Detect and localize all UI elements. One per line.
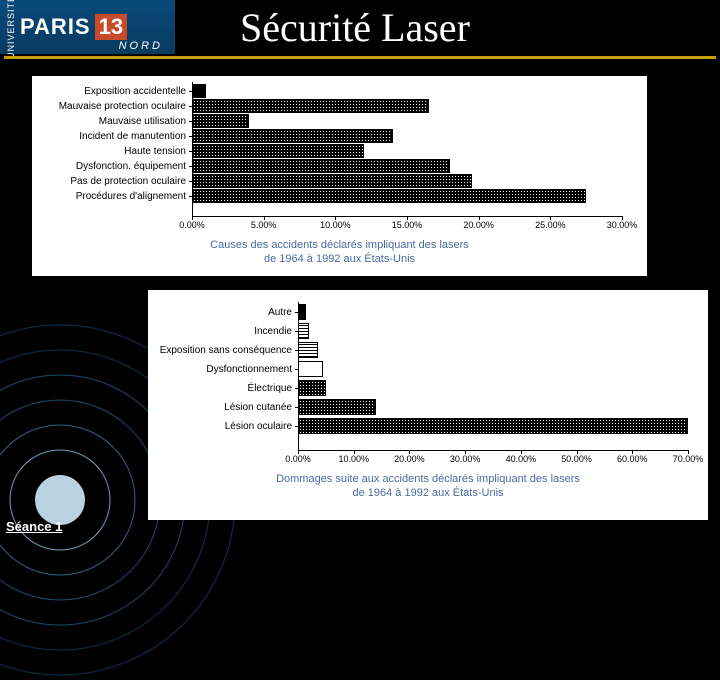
- axis-tick-label: 50.00%: [561, 454, 592, 464]
- bar-label: Électrique: [148, 383, 298, 394]
- bar-label: Exposition accidentelle: [32, 86, 192, 97]
- bar-label: Exposition sans conséquence: [148, 345, 298, 356]
- bar-row: Électrique: [148, 380, 708, 396]
- bar-label: Haute tension: [32, 146, 192, 157]
- bar: [192, 159, 450, 173]
- bar-label: Incendie: [148, 326, 298, 337]
- logo-universite: UNIVERSITE: [6, 0, 16, 59]
- bar: [192, 189, 586, 203]
- chart-damages: Autre Incendie Exposition sans conséquence…: [148, 290, 708, 520]
- axis-tick-label: 10.00%: [338, 454, 369, 464]
- bar-row: Lésion cutanée: [148, 399, 708, 415]
- bar-label: Incident de manutention: [32, 131, 192, 142]
- bar-label: Mauvaise protection oculaire: [32, 101, 192, 112]
- axis-tick-label: 0.00%: [179, 220, 205, 230]
- bar: [298, 361, 323, 377]
- bar: [192, 99, 429, 113]
- bar-label: Autre: [148, 307, 298, 318]
- bar-row: Pas de protection oculaire: [32, 174, 647, 188]
- axis-tick-label: 5.00%: [251, 220, 277, 230]
- university-logo: UNIVERSITE PARIS 13 NORD: [0, 0, 175, 54]
- axis-tick-label: 30.00%: [607, 220, 638, 230]
- axis-tick-label: 30.00%: [450, 454, 481, 464]
- bar: [298, 399, 376, 415]
- bar-label: Dysfonctionnement: [148, 364, 298, 375]
- session-label: Séance 1: [6, 519, 62, 534]
- bar-row: Haute tension: [32, 144, 647, 158]
- axis-tick-label: 0.00%: [285, 454, 311, 464]
- bar-row: Dysfonctionnement: [148, 361, 708, 377]
- bar-label: Procédures d'alignement: [32, 191, 192, 202]
- axis-tick-label: 20.00%: [463, 220, 494, 230]
- logo-nord: NORD: [119, 40, 163, 52]
- chart-damages-caption: Dommages suite aux accidents déclarés im…: [148, 472, 708, 501]
- bar-row: Mauvaise protection oculaire: [32, 99, 647, 113]
- axis-tick-label: 20.00%: [394, 454, 425, 464]
- bar-label: Dysfonction. équipement: [32, 161, 192, 172]
- logo-number: 13: [95, 14, 127, 40]
- bar-row: Procédures d'alignement: [32, 189, 647, 203]
- bar: [192, 144, 364, 158]
- bar-row: Exposition sans conséquence: [148, 342, 708, 358]
- bar-row: Incendie: [148, 323, 708, 339]
- bar: [192, 114, 249, 128]
- bar-label: Lésion cutanée: [148, 402, 298, 413]
- bar-row: Mauvaise utilisation: [32, 114, 647, 128]
- bar: [298, 418, 688, 434]
- bar-label: Lésion oculaire: [148, 421, 298, 432]
- axis-tick-label: 70.00%: [673, 454, 704, 464]
- axis-tick-label: 40.00%: [506, 454, 537, 464]
- bar: [298, 380, 326, 396]
- chart-causes: Exposition accidentelle Mauvaise protecti…: [32, 76, 647, 276]
- logo-paris: PARIS: [20, 14, 91, 40]
- bar-row: Autre: [148, 304, 708, 320]
- bar-row: Lésion oculaire: [148, 418, 708, 434]
- bar: [298, 304, 306, 320]
- axis-tick-label: 25.00%: [535, 220, 566, 230]
- bar: [298, 323, 309, 339]
- bar: [192, 174, 472, 188]
- chart-causes-caption: Causes des accidents déclarés impliquant…: [32, 238, 647, 267]
- axis-tick-label: 10.00%: [320, 220, 351, 230]
- bar: [298, 342, 318, 358]
- bar-label: Mauvaise utilisation: [32, 116, 192, 127]
- bar-row: Exposition accidentelle: [32, 84, 647, 98]
- page-title: Sécurité Laser: [240, 4, 470, 51]
- axis-tick-label: 60.00%: [617, 454, 648, 464]
- bar: [192, 84, 206, 98]
- bar-row: Dysfonction. équipement: [32, 159, 647, 173]
- bar-row: Incident de manutention: [32, 129, 647, 143]
- bar: [192, 129, 393, 143]
- axis-tick-label: 15.00%: [392, 220, 423, 230]
- bar-label: Pas de protection oculaire: [32, 176, 192, 187]
- title-underline: [4, 56, 716, 59]
